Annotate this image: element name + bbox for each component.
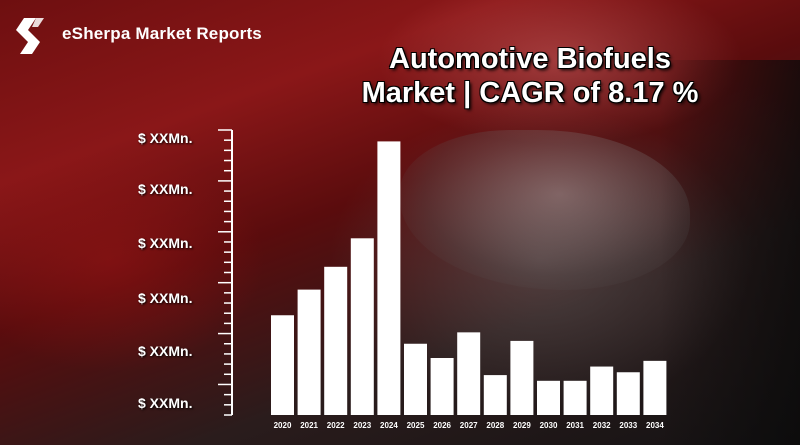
x-tick-label-2027: 2027: [460, 421, 478, 430]
x-tick-label-2025: 2025: [407, 421, 425, 430]
x-tick-label-2020: 2020: [274, 421, 292, 430]
bar-2033: [616, 372, 640, 415]
brand-name: eSherpa Market Reports: [62, 24, 262, 43]
bar-2025: [404, 343, 427, 415]
y-tick-label: $ XXMn.: [138, 235, 193, 251]
bar-2020: [271, 315, 294, 415]
dark-edge-shade: [660, 60, 800, 445]
x-tick-label-2024: 2024: [380, 421, 398, 430]
bar-2031: [563, 380, 587, 415]
x-tick-label-2031: 2031: [566, 421, 584, 430]
x-tick-label-2033: 2033: [619, 421, 637, 430]
x-tick-label-2029: 2029: [513, 421, 531, 430]
headlamp-graphic: [400, 130, 690, 290]
x-tick-label-2021: 2021: [300, 421, 318, 430]
bar-2032: [590, 366, 614, 415]
x-tick-label-2023: 2023: [353, 421, 371, 430]
bar-2022: [324, 266, 348, 415]
x-tick-label-2026: 2026: [433, 421, 451, 430]
x-tick-label-2022: 2022: [327, 421, 345, 430]
y-tick-label: $ XXMn.: [138, 130, 193, 146]
x-tick-label-2034: 2034: [646, 421, 664, 430]
x-tick-label-2032: 2032: [593, 421, 611, 430]
x-tick-label-2028: 2028: [486, 421, 504, 430]
bar-2028: [483, 375, 507, 415]
bar-2029: [510, 340, 534, 415]
bar-2024: [377, 141, 401, 415]
bar-2027: [457, 332, 481, 415]
esherpa-logo-icon: [16, 18, 44, 54]
chart-title-line-2: Market | CAGR of 8.17 %: [361, 77, 699, 109]
chart-title: Automotive Biofuels Market | CAGR of 8.1…: [310, 42, 750, 110]
y-tick-label: $ XXMn.: [138, 181, 193, 197]
y-tick-label: $ XXMn.: [138, 343, 193, 359]
chart-title-line-1: Automotive Biofuels: [389, 43, 671, 75]
bar-2034: [643, 360, 667, 415]
y-tick-label: $ XXMn.: [138, 395, 193, 411]
x-tick-label-2030: 2030: [540, 421, 558, 430]
bar-2026: [430, 358, 454, 415]
bar-2023: [350, 238, 374, 415]
bar-2021: [297, 289, 321, 415]
y-tick-label: $ XXMn.: [138, 290, 193, 306]
bar-2030: [537, 380, 560, 415]
